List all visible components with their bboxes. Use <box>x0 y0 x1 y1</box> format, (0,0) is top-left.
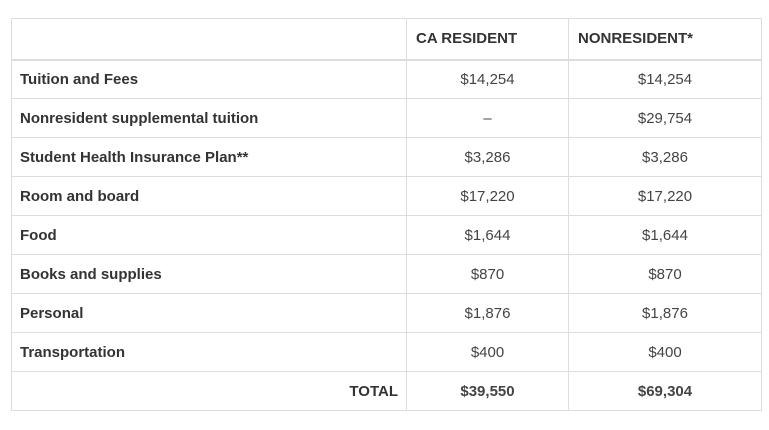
ca-resident-value: $400 <box>406 332 569 372</box>
nonresident-value: $3,286 <box>568 137 762 177</box>
row-label: Tuition and Fees <box>11 59 407 99</box>
table-row: Room and board $17,220 $17,220 <box>11 176 762 216</box>
total-label: TOTAL <box>11 371 407 411</box>
row-label: Food <box>11 215 407 255</box>
ca-resident-value: $3,286 <box>406 137 569 177</box>
table-row: Nonresident supplemental tuition – $29,7… <box>11 98 762 138</box>
row-label: Personal <box>11 293 407 333</box>
ca-resident-value: $870 <box>406 254 569 294</box>
nonresident-value: $14,254 <box>568 59 762 99</box>
row-label: Books and supplies <box>11 254 407 294</box>
table-row: Student Health Insurance Plan** $3,286 $… <box>11 137 762 177</box>
nonresident-value: $17,220 <box>568 176 762 216</box>
row-label: Student Health Insurance Plan** <box>11 137 407 177</box>
nonresident-value: $870 <box>568 254 762 294</box>
ca-resident-value: – <box>406 98 569 138</box>
nonresident-value: $400 <box>568 332 762 372</box>
ca-resident-value: $1,876 <box>406 293 569 333</box>
ca-resident-value: $17,220 <box>406 176 569 216</box>
total-row: TOTAL $39,550 $69,304 <box>11 371 762 411</box>
row-label: Nonresident supplemental tuition <box>11 98 407 138</box>
table-row: Food $1,644 $1,644 <box>11 215 762 255</box>
table-row: Books and supplies $870 $870 <box>11 254 762 294</box>
nonresident-value: $1,644 <box>568 215 762 255</box>
table-row: Tuition and Fees $14,254 $14,254 <box>11 59 762 99</box>
header-ca-resident: CA RESIDENT <box>406 18 569 61</box>
row-label: Transportation <box>11 332 407 372</box>
row-label: Room and board <box>11 176 407 216</box>
table-header-row: CA RESIDENT NONRESIDENT* <box>11 18 762 61</box>
table-row: Transportation $400 $400 <box>11 332 762 372</box>
nonresident-value: $1,876 <box>568 293 762 333</box>
total-ca-resident-value: $39,550 <box>406 371 569 411</box>
nonresident-value: $29,754 <box>568 98 762 138</box>
table-row: Personal $1,876 $1,876 <box>11 293 762 333</box>
ca-resident-value: $14,254 <box>406 59 569 99</box>
cost-of-attendance-table: CA RESIDENT NONRESIDENT* Tuition and Fee… <box>11 18 762 411</box>
ca-resident-value: $1,644 <box>406 215 569 255</box>
cost-table-container: CA RESIDENT NONRESIDENT* Tuition and Fee… <box>11 18 762 411</box>
header-empty-cell <box>11 18 407 61</box>
total-nonresident-value: $69,304 <box>568 371 762 411</box>
header-nonresident: NONRESIDENT* <box>568 18 762 61</box>
